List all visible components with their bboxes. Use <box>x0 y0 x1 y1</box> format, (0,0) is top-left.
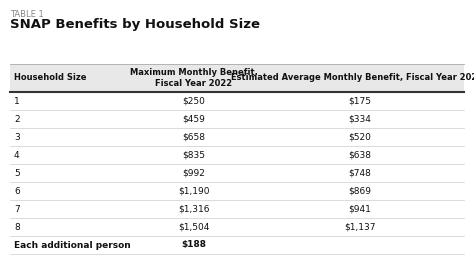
Text: $992: $992 <box>182 168 205 177</box>
Bar <box>10 64 464 92</box>
Text: 8: 8 <box>14 222 20 232</box>
Text: $250: $250 <box>182 96 205 106</box>
Text: $175: $175 <box>348 96 371 106</box>
Text: 2: 2 <box>14 114 19 123</box>
Text: $748: $748 <box>348 168 371 177</box>
Text: TABLE 1: TABLE 1 <box>10 10 44 19</box>
Text: Each additional person: Each additional person <box>14 241 131 249</box>
Text: SNAP Benefits by Household Size: SNAP Benefits by Household Size <box>10 18 260 31</box>
Text: $638: $638 <box>348 150 371 160</box>
Text: 7: 7 <box>14 205 20 214</box>
Text: $1,504: $1,504 <box>178 222 210 232</box>
Text: 6: 6 <box>14 187 20 195</box>
Text: Maximum Monthly Benefit,
Fiscal Year 2022: Maximum Monthly Benefit, Fiscal Year 202… <box>130 68 258 88</box>
Text: $459: $459 <box>182 114 205 123</box>
Text: $835: $835 <box>182 150 205 160</box>
Text: $520: $520 <box>348 133 371 141</box>
Text: 1: 1 <box>14 96 20 106</box>
Text: Estimated Average Monthly Benefit, Fiscal Year 2022*: Estimated Average Monthly Benefit, Fisca… <box>231 74 474 83</box>
Text: $1,316: $1,316 <box>178 205 210 214</box>
Text: Household Size: Household Size <box>14 74 86 83</box>
Text: $658: $658 <box>182 133 205 141</box>
Text: $941: $941 <box>348 205 371 214</box>
Text: $869: $869 <box>348 187 371 195</box>
Text: 3: 3 <box>14 133 20 141</box>
Text: $188: $188 <box>182 241 206 249</box>
Text: $334: $334 <box>348 114 371 123</box>
Text: $1,137: $1,137 <box>344 222 375 232</box>
Text: $1,190: $1,190 <box>178 187 210 195</box>
Text: 5: 5 <box>14 168 20 177</box>
Text: 4: 4 <box>14 150 19 160</box>
